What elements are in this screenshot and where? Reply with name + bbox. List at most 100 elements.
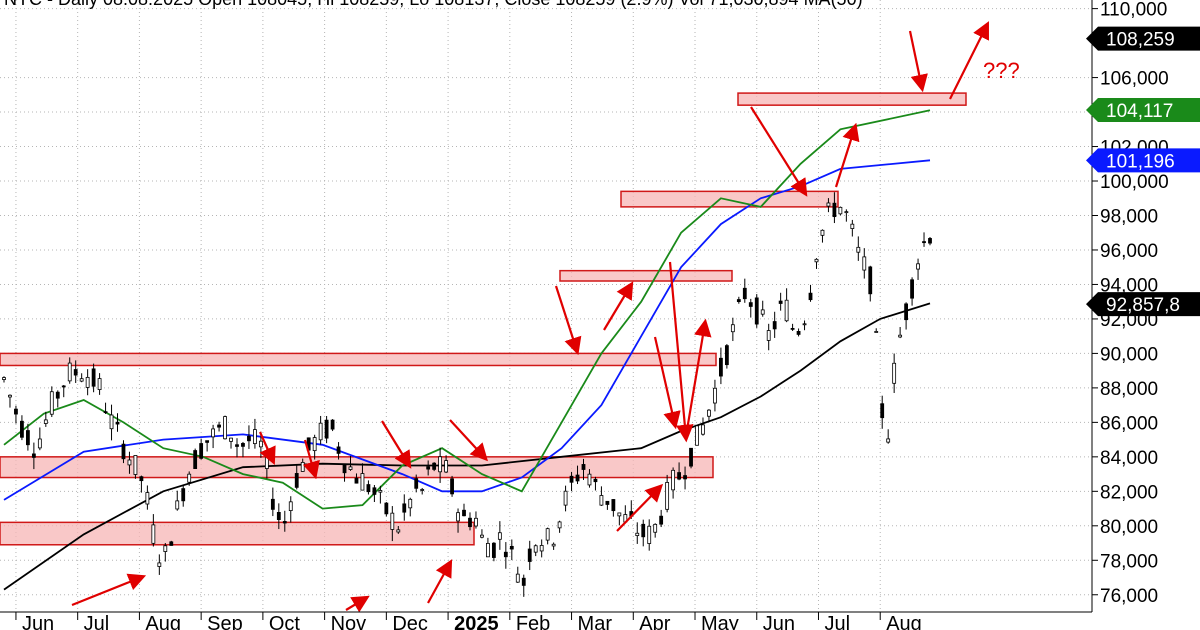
candle [450, 475, 454, 497]
candle-body [157, 562, 162, 567]
price-zone [0, 521, 475, 546]
candle [856, 236, 861, 261]
candle-body [258, 440, 263, 448]
x-tick-label: Dec [392, 613, 428, 630]
moving-averages [3, 109, 931, 591]
candle-body [31, 453, 36, 458]
candle-body [826, 202, 831, 207]
candle [151, 514, 156, 547]
x-tick-label: Oct [269, 613, 301, 630]
candle-body [324, 419, 329, 439]
candle [503, 542, 508, 569]
candle-body [264, 455, 269, 469]
candle [73, 360, 78, 383]
candle-body [85, 376, 90, 388]
candle-body [581, 464, 586, 470]
candle-body [856, 246, 861, 253]
candle [384, 502, 389, 517]
candle-body [288, 501, 293, 511]
candle [169, 540, 174, 546]
annotation-arrow [684, 318, 712, 437]
annotation-arrow [750, 106, 808, 197]
candle-body [342, 463, 347, 474]
candle [408, 497, 413, 517]
annotation-arrow [302, 439, 320, 480]
candle-body [139, 476, 144, 482]
candle [360, 463, 365, 491]
candle [497, 521, 502, 550]
x-tick-label: May [701, 613, 739, 630]
candle [754, 294, 759, 328]
candle [796, 328, 801, 337]
candle [97, 373, 102, 395]
candle-body [904, 303, 909, 321]
annotation-arrow [381, 420, 412, 469]
candle [557, 520, 562, 533]
candle [826, 198, 831, 213]
candle [109, 404, 114, 441]
candle-body [892, 362, 897, 384]
candle [486, 537, 490, 558]
candle-body [742, 287, 747, 300]
candle [748, 298, 753, 318]
candle-body [187, 473, 192, 483]
candle-body [653, 523, 658, 533]
annotation-arrow [668, 261, 694, 443]
candle [420, 487, 425, 495]
candle-body [605, 500, 610, 505]
candle [898, 327, 903, 339]
candle-body [14, 408, 18, 415]
y-tick-label: 94,000 [1100, 275, 1158, 296]
candle [736, 296, 741, 304]
candle-body [408, 498, 413, 509]
candle-body [37, 438, 42, 449]
candle-body [808, 292, 813, 301]
candle [396, 525, 401, 534]
candle-body [665, 482, 670, 510]
candle-body [73, 369, 78, 376]
candle [121, 440, 126, 464]
candle [713, 379, 717, 412]
candle [390, 506, 395, 542]
candle [253, 418, 257, 449]
candle [181, 485, 186, 507]
candle [772, 311, 777, 338]
candle-body [880, 403, 885, 419]
candle-body [109, 414, 114, 430]
candle [593, 476, 598, 491]
candle-body [850, 223, 855, 229]
candle-body [713, 387, 717, 404]
candle [868, 265, 873, 302]
candle [31, 442, 36, 470]
candle [611, 499, 616, 517]
candle-body [151, 524, 156, 544]
candle-body [390, 512, 395, 530]
price-badge: 101,196 [1086, 148, 1200, 173]
candle [235, 438, 239, 458]
price-badge-label: 104,117 [1106, 101, 1173, 122]
price-badge-bg [1086, 98, 1200, 123]
candle-body [868, 266, 873, 295]
candle-body [372, 487, 377, 495]
candle [282, 510, 287, 532]
candle-body [450, 478, 454, 495]
candle [223, 415, 227, 440]
candle [784, 288, 789, 323]
candle-body [235, 444, 239, 447]
candle-body [61, 385, 66, 388]
candle-body [647, 525, 652, 544]
candle-body [748, 302, 753, 307]
annotation-arrow [427, 559, 453, 604]
candle [778, 292, 783, 311]
candle-body [205, 440, 210, 443]
price-badge-bg [1086, 292, 1200, 317]
y-tick-label: 80,000 [1100, 517, 1158, 538]
candle [683, 466, 687, 490]
candle [8, 394, 12, 408]
candle [241, 441, 245, 458]
candle [659, 509, 664, 528]
y-tick-label: 88,000 [1100, 379, 1158, 400]
candle-body [49, 391, 54, 415]
candle [539, 539, 544, 558]
